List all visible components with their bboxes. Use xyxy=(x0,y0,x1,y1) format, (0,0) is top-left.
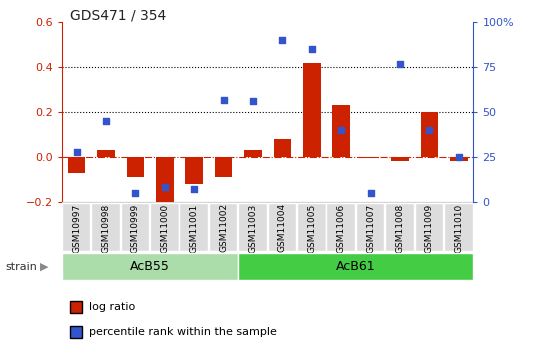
Point xyxy=(72,149,81,154)
FancyBboxPatch shape xyxy=(238,253,473,280)
Point xyxy=(337,127,345,133)
Text: GDS471 / 354: GDS471 / 354 xyxy=(70,9,166,23)
Text: strain: strain xyxy=(5,262,37,272)
Text: log ratio: log ratio xyxy=(89,302,135,312)
Bar xyxy=(303,63,321,157)
FancyBboxPatch shape xyxy=(415,203,443,251)
Point xyxy=(102,118,110,124)
Text: GSM11000: GSM11000 xyxy=(160,203,169,253)
Bar xyxy=(450,157,468,161)
Text: GSM11009: GSM11009 xyxy=(425,203,434,253)
Point xyxy=(190,187,199,192)
Text: GSM10998: GSM10998 xyxy=(102,203,110,253)
FancyBboxPatch shape xyxy=(70,326,82,338)
Text: GSM11005: GSM11005 xyxy=(307,203,316,253)
Text: GSM11006: GSM11006 xyxy=(337,203,345,253)
Text: GSM11004: GSM11004 xyxy=(278,203,287,253)
FancyBboxPatch shape xyxy=(180,203,208,251)
Bar xyxy=(391,157,409,161)
FancyBboxPatch shape xyxy=(62,203,90,251)
FancyBboxPatch shape xyxy=(209,203,237,251)
FancyBboxPatch shape xyxy=(70,301,82,313)
Point xyxy=(395,61,404,67)
FancyBboxPatch shape xyxy=(150,203,179,251)
Text: percentile rank within the sample: percentile rank within the sample xyxy=(89,327,277,337)
Bar xyxy=(215,157,232,177)
FancyBboxPatch shape xyxy=(327,203,355,251)
Text: GSM11002: GSM11002 xyxy=(219,203,228,253)
Bar xyxy=(185,157,203,184)
FancyBboxPatch shape xyxy=(91,203,120,251)
Text: GSM11010: GSM11010 xyxy=(454,203,463,253)
Point xyxy=(455,154,463,160)
Text: GSM11007: GSM11007 xyxy=(366,203,375,253)
Bar xyxy=(126,157,144,177)
Bar xyxy=(273,139,291,157)
Text: AcB61: AcB61 xyxy=(336,260,376,273)
FancyBboxPatch shape xyxy=(238,203,267,251)
Text: GSM10999: GSM10999 xyxy=(131,203,140,253)
FancyBboxPatch shape xyxy=(356,203,384,251)
Bar xyxy=(97,150,115,157)
Bar xyxy=(421,112,438,157)
FancyBboxPatch shape xyxy=(444,203,472,251)
FancyBboxPatch shape xyxy=(62,253,238,280)
Bar xyxy=(68,157,86,173)
Text: GSM11008: GSM11008 xyxy=(395,203,405,253)
Point xyxy=(307,47,316,52)
Point xyxy=(131,190,140,196)
Point xyxy=(220,97,228,102)
Bar xyxy=(362,157,379,158)
FancyBboxPatch shape xyxy=(385,203,414,251)
Point xyxy=(425,127,434,133)
Point xyxy=(366,190,375,196)
FancyBboxPatch shape xyxy=(267,203,296,251)
Point xyxy=(160,185,169,190)
Text: GSM11003: GSM11003 xyxy=(249,203,258,253)
Text: AcB55: AcB55 xyxy=(130,260,170,273)
Point xyxy=(278,38,287,43)
FancyBboxPatch shape xyxy=(297,203,325,251)
Text: GSM11001: GSM11001 xyxy=(190,203,199,253)
Point xyxy=(249,99,257,104)
Bar xyxy=(332,105,350,157)
FancyBboxPatch shape xyxy=(121,203,149,251)
Text: ▶: ▶ xyxy=(40,262,49,272)
Bar xyxy=(156,157,174,218)
Text: GSM10997: GSM10997 xyxy=(72,203,81,253)
Bar xyxy=(244,150,262,157)
